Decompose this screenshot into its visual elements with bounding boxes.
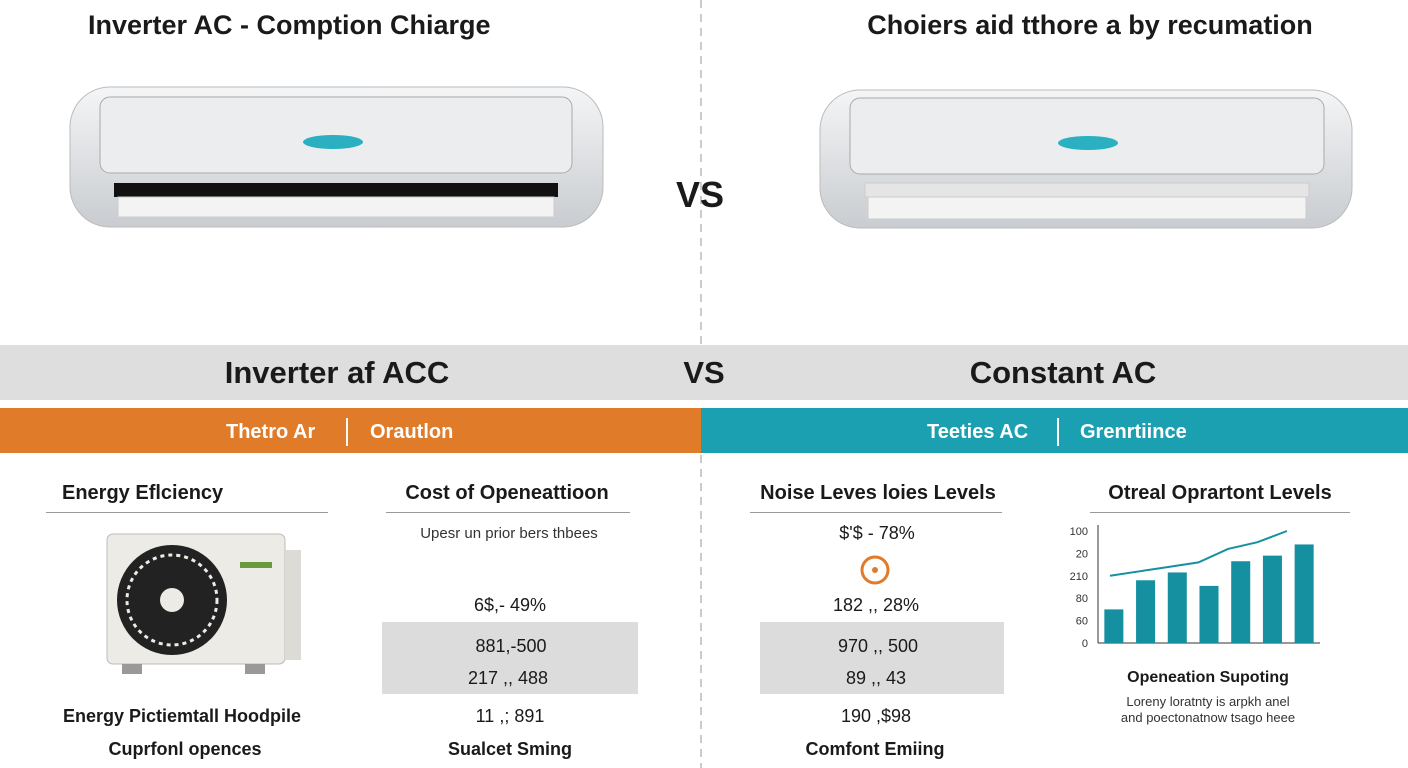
- outdoor-unit: [106, 533, 301, 674]
- bar: [1167, 572, 1187, 643]
- bar: [1231, 561, 1251, 643]
- value: 182 ,, 28%: [832, 595, 920, 615]
- tab: Grenrtiince: [1080, 421, 1187, 443]
- rule: [386, 512, 630, 513]
- banner-right: Constant AC: [969, 355, 1157, 390]
- chart-description: and poectonatnow tsago heee: [1120, 710, 1296, 725]
- value: 89 ,, 43: [845, 668, 907, 688]
- heading: Noise Leves loies Levels: [760, 482, 996, 504]
- chart-caption: Openeation Supoting: [1127, 669, 1289, 686]
- indoor-unit-right: [819, 89, 1353, 229]
- tab: Teeties AC: [927, 421, 1029, 443]
- footer: Cuprfonl opences: [108, 739, 262, 759]
- icon: [872, 567, 878, 573]
- tab: Orautlon: [370, 421, 454, 443]
- y-tick-label: 80: [1076, 593, 1088, 605]
- icon: [860, 555, 890, 585]
- value: 881,-500: [475, 636, 547, 656]
- indoor-unit-left: [69, 86, 604, 228]
- heading: Energy Eflciency: [62, 482, 224, 504]
- value-box: [760, 622, 1004, 694]
- banner-vs: VS: [683, 355, 725, 390]
- heading: Cost of Openeattioon: [405, 482, 609, 504]
- y-tick-label: 210: [1070, 571, 1088, 583]
- tab-band-right: [701, 408, 1408, 453]
- y-tick-label: 20: [1076, 548, 1088, 560]
- value: 970 ,, 500: [837, 636, 919, 656]
- bar: [1136, 580, 1156, 643]
- vs: VS: [675, 174, 725, 215]
- rule: [750, 512, 1002, 513]
- title: Choiers aid tthore a by recumation: [867, 10, 1313, 40]
- bar: [1294, 544, 1314, 643]
- bar: [1104, 609, 1124, 643]
- value: $'$ - 78%: [839, 523, 915, 543]
- value: 11 ,; 891: [475, 706, 545, 726]
- rule: [46, 512, 328, 513]
- chart-description: Loreny loratnty is arpkh anel: [1126, 694, 1290, 709]
- y-tick-label: 0: [1082, 638, 1088, 650]
- tab: Thetro Ar: [226, 421, 316, 443]
- bar: [1262, 555, 1282, 643]
- bar: [1199, 585, 1219, 643]
- subtitle: Upesr un prior bers thbees: [420, 525, 598, 542]
- trend-line: [1109, 530, 1288, 577]
- chart-title: Otreal Oprartont Levels: [1108, 482, 1332, 504]
- banner-left: Inverter af ACC: [224, 355, 450, 390]
- chart: 100 20 210 80 60 0: [1070, 526, 1314, 650]
- footer: Comfont Emiing: [805, 739, 945, 759]
- title: Inverter AC - Comption Chiarge: [88, 10, 491, 40]
- y-tick-label: 100: [1070, 526, 1088, 538]
- banner: [0, 345, 1408, 400]
- footer: Sualcet Sming: [447, 739, 573, 759]
- rule: [1090, 512, 1350, 513]
- footer: Energy Pictiemtall Hoodpile: [62, 706, 302, 726]
- y-tick-label: 60: [1076, 616, 1088, 628]
- value: 6$,- 49%: [473, 595, 547, 615]
- tab-band-left: [0, 408, 701, 453]
- value: 217 ,, 488: [467, 668, 549, 688]
- value-box: [382, 622, 638, 694]
- value: 190 ,$98: [840, 706, 912, 726]
